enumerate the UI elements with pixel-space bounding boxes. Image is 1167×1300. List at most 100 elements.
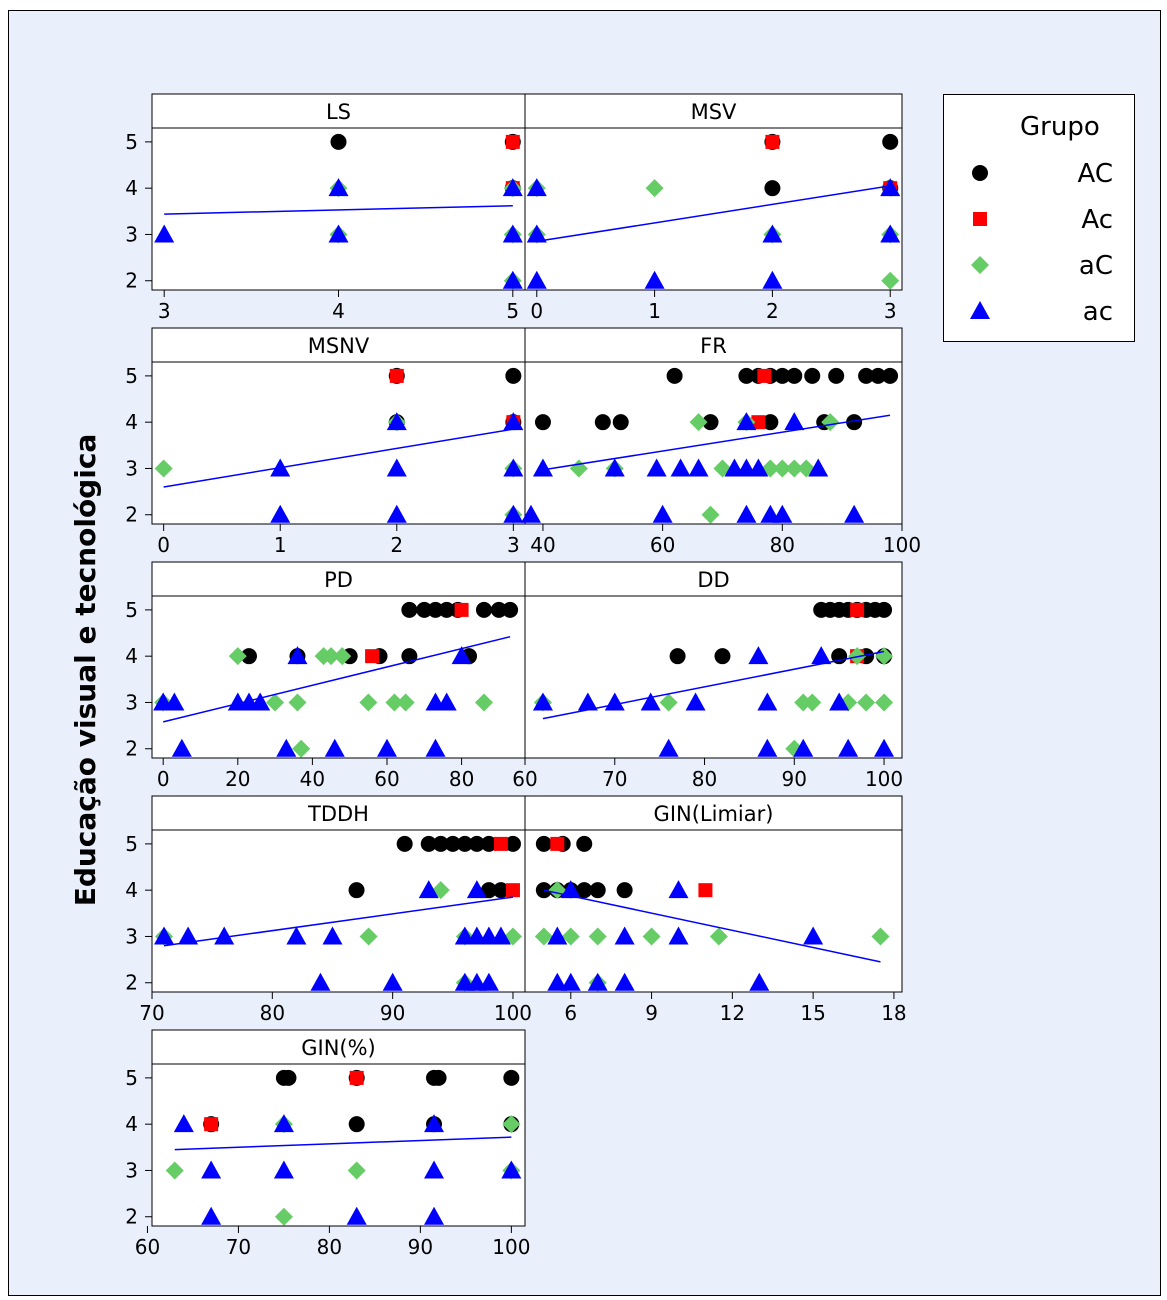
y-tick-label: 3 [125,456,138,480]
point-AC [240,648,257,665]
point-aC [773,459,792,478]
x-tick-label: 100 [865,767,903,791]
panel-strip [151,327,526,363]
legend-marker-Ac [973,212,987,226]
y-tick-label: 2 [125,971,138,995]
point-ac [547,972,568,991]
point-AC [475,601,492,618]
y-tick-label: 4 [125,878,138,902]
point-ac [772,504,793,523]
point-AC [430,1069,447,1086]
point-ac [478,972,499,991]
x-tick-label: 5 [506,299,519,323]
panel-8: GIN(%) 2 3 4 5 60 70 80 90 100 [125,1029,530,1259]
panel-title: MSNV [308,334,370,358]
y-tick-label: 4 [125,644,138,668]
point-AC [348,1116,365,1133]
point-ac [273,1114,294,1133]
x-tick-label: 40 [530,533,555,557]
x-tick-label: 80 [770,533,795,557]
fit-line [542,650,885,720]
point-aC [881,271,900,290]
legend-label: Ac [1081,205,1113,235]
point-ac [614,926,635,945]
y-tick-label: 5 [125,130,138,154]
point-ac [286,926,307,945]
point-ac [270,504,291,523]
y-tick-label: 5 [125,598,138,622]
point-ac [838,738,859,757]
point-ac [171,738,192,757]
point-ac [526,178,547,197]
point-ac [808,458,829,477]
point-ac [652,504,673,523]
point-Ac [204,1117,219,1132]
point-ac [604,458,625,477]
point-aC [347,1161,366,1180]
point-ac [844,504,865,523]
point-ac [502,270,523,289]
point-Ac [389,368,404,383]
x-tick-label: 6 [564,1001,577,1025]
point-ac [424,1114,445,1133]
x-tick-label: 15 [800,1001,825,1025]
point-aC [785,459,804,478]
panel-strip [151,795,526,831]
point-Ac [365,649,380,664]
panel-3: FR 40 60 80 100 [520,327,921,557]
point-ac [503,458,524,477]
point-aC [266,693,285,712]
point-ac [784,412,805,431]
x-tick-label: 0 [157,533,170,557]
point-ac [587,972,608,991]
x-tick-label: 3 [507,533,520,557]
point-ac [178,926,199,945]
legend: Grupo AC Ac aC ac [943,94,1135,342]
y-axis-label: Educação visual e tecnológica [69,434,102,907]
panel-title: DD [697,568,729,592]
point-aC [588,927,607,946]
panel-strip [524,795,903,831]
point-ac [748,458,769,477]
point-ac [658,738,679,757]
point-aC [709,927,728,946]
fit-line [536,414,891,472]
point-ac [386,458,407,477]
x-tick-label: 3 [884,299,897,323]
point-aC [359,927,378,946]
point-AC [738,367,755,384]
panel-4: PD 2 3 4 5 0 20 40 60 80 [125,561,526,791]
point-AC [858,367,875,384]
point-ac [560,972,581,991]
point-AC [490,601,507,618]
y-tick-label: 3 [125,1158,138,1182]
x-tick-label: 60 [135,1235,160,1259]
panel-7: GIN(Limiar) 6 9 12 15 18 [524,795,907,1025]
point-ac [287,646,308,665]
fit-line [543,889,881,963]
fit-line [163,428,514,488]
point-AC [870,367,887,384]
x-tick-label: 0 [157,767,170,791]
point-AC [280,1069,297,1086]
point-AC [420,835,437,852]
point-AC [702,414,719,431]
x-tick-label: 20 [225,767,250,791]
fit-line [536,185,891,243]
legend-marker-aC [971,256,989,274]
point-aC [359,693,378,712]
x-tick-label: 70 [226,1235,251,1259]
point-ac [560,880,581,899]
point-AC [846,414,863,431]
point-ac [164,692,185,711]
y-tick-label: 5 [125,1066,138,1090]
panel-title: MSV [691,100,737,124]
point-aC [821,413,840,432]
point-ac [328,224,349,243]
point-ac [757,692,778,711]
legend-label: aC [1079,251,1113,281]
point-AC [594,414,611,431]
fit-line [163,636,511,723]
